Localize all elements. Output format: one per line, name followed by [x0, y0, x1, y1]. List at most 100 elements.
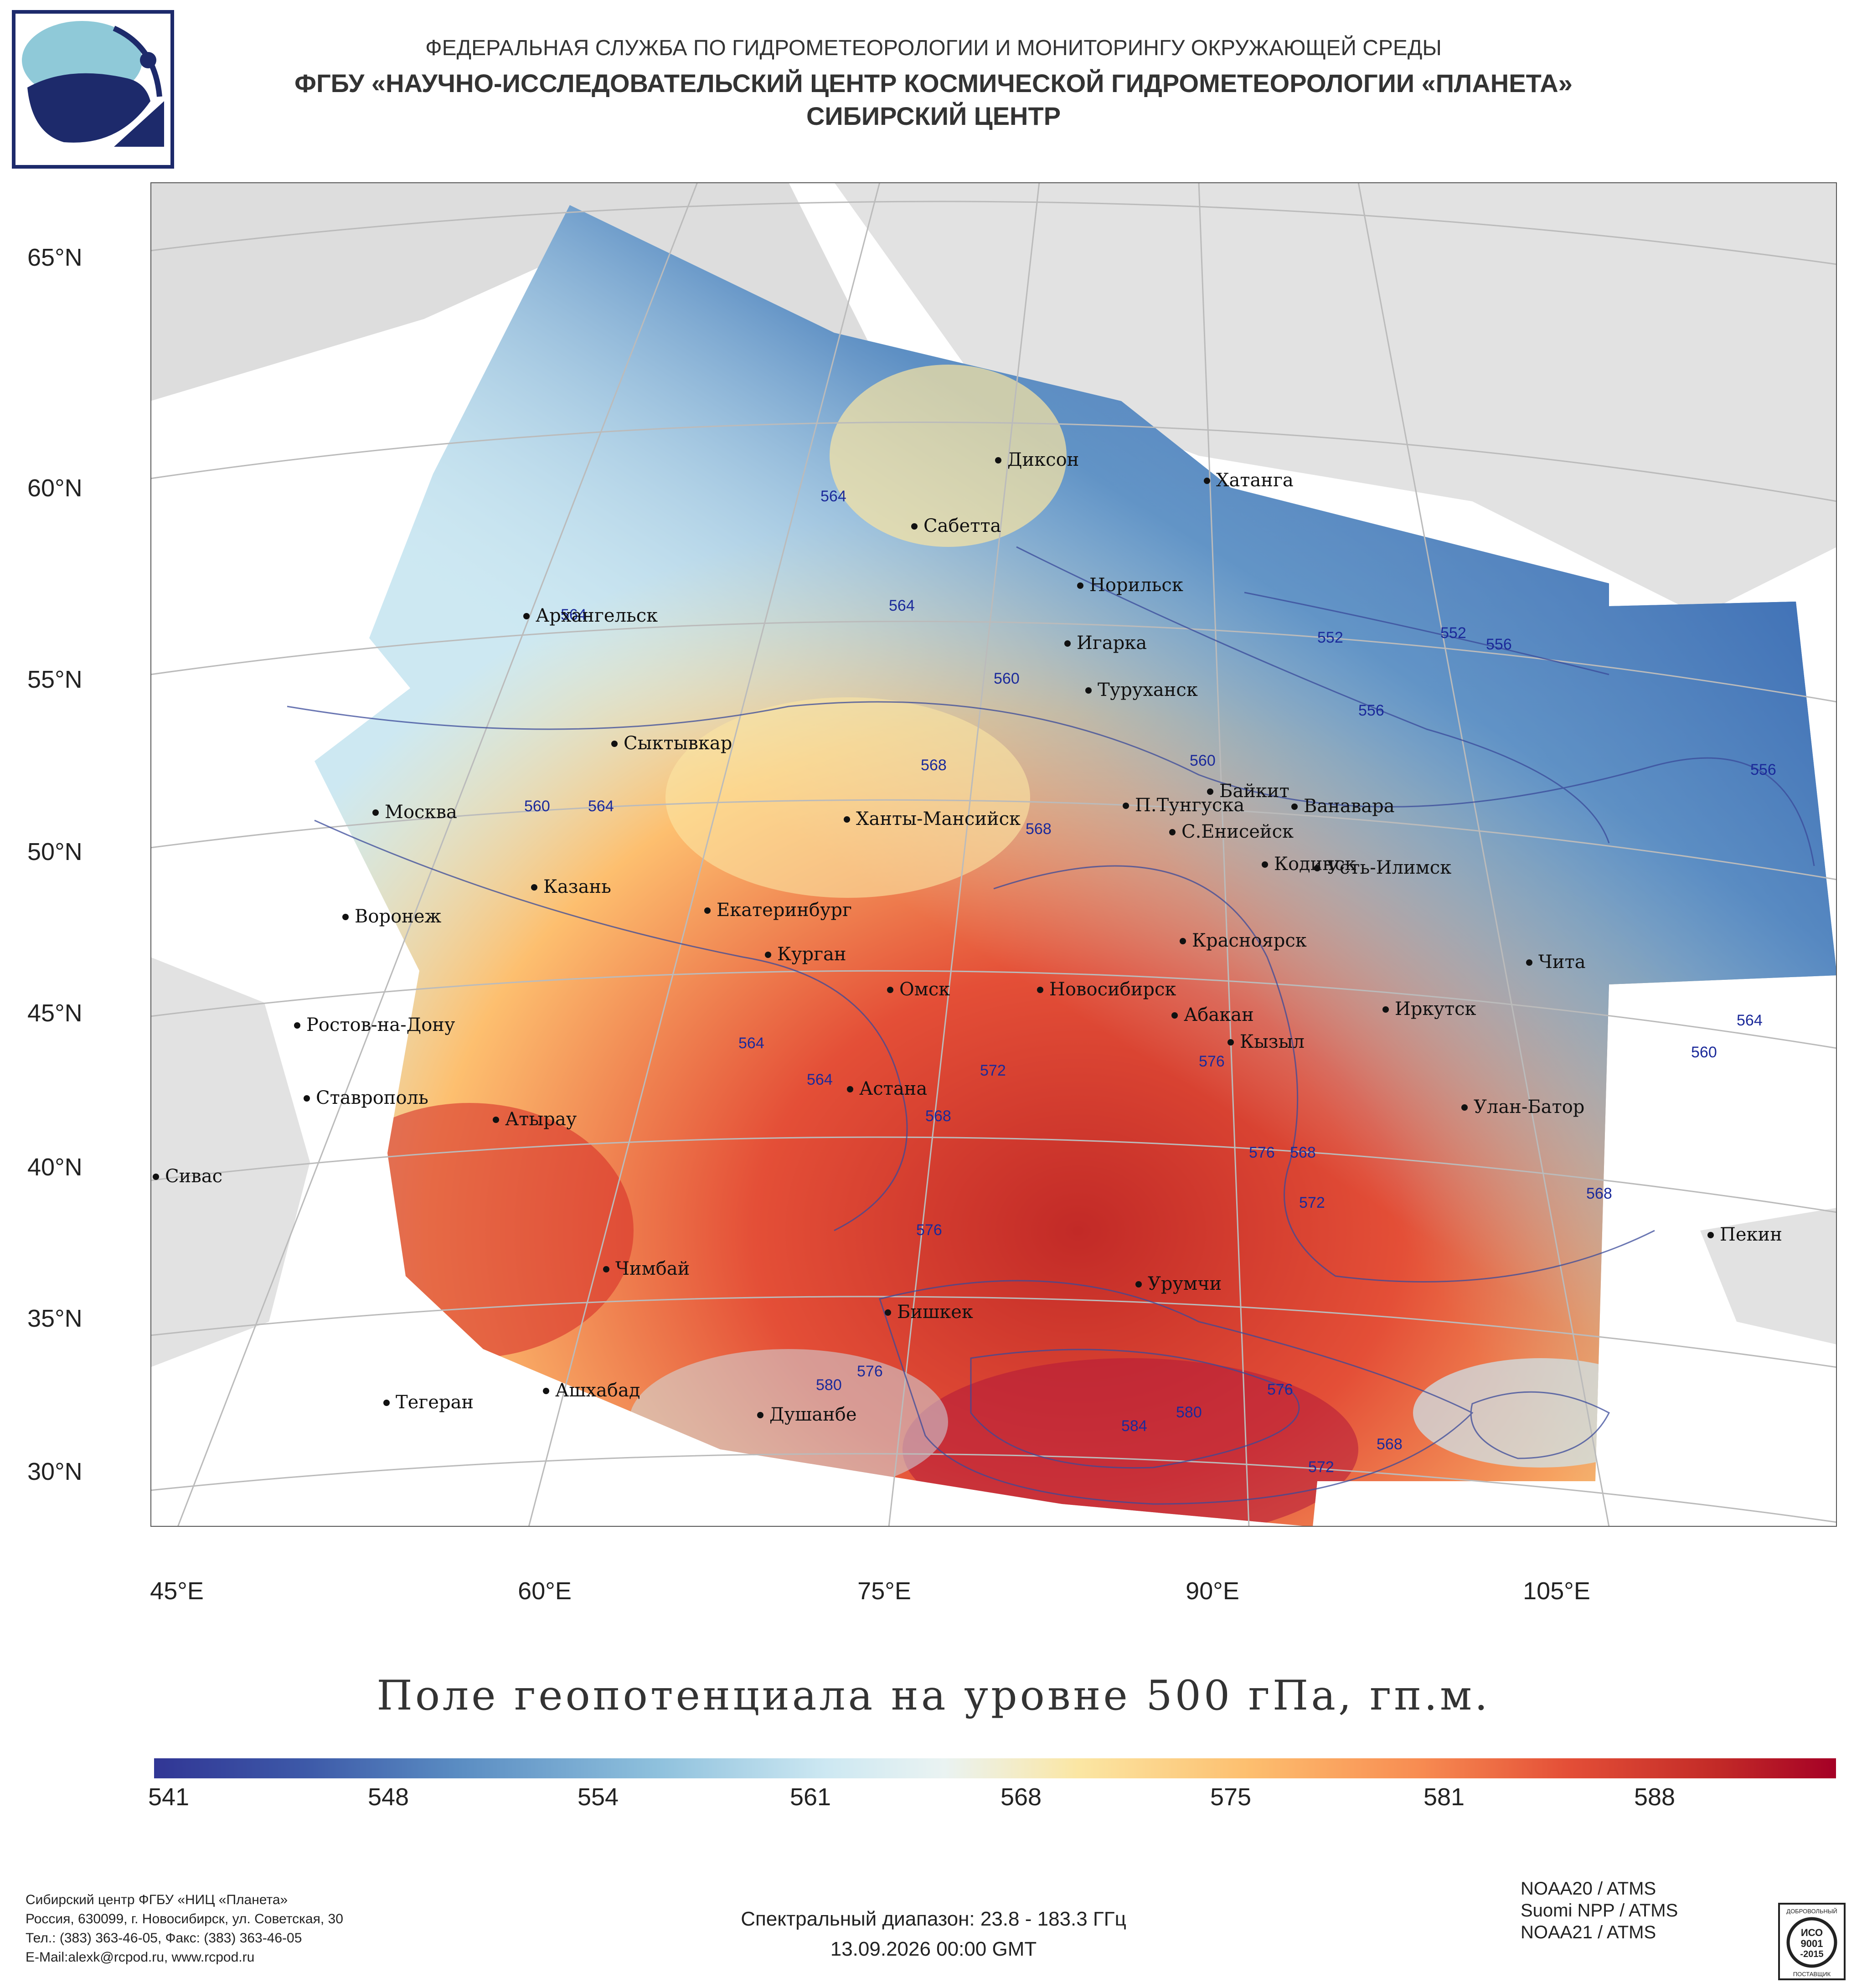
- city-khatanga: Хатанга: [1204, 470, 1294, 491]
- svg-text:Новосибирск: Новосибирск: [1049, 979, 1176, 1000]
- city-omsk: Омск: [887, 979, 950, 1000]
- city-atyrau: Атырау: [493, 1109, 577, 1130]
- graticule: [150, 182, 1837, 1527]
- svg-text:Пекин: Пекин: [1720, 1224, 1782, 1245]
- geopotential-contours: [287, 546, 1815, 1505]
- svg-text:Тегеран: Тегеран: [396, 1392, 474, 1413]
- city-ust-ilimsk: Усть-Илимск: [1314, 857, 1451, 878]
- contour-label: 560: [994, 670, 1020, 687]
- lat-label: 65°N: [27, 244, 83, 271]
- svg-text:Ванавара: Ванавара: [1304, 796, 1395, 817]
- lat-label: 40°N: [27, 1154, 83, 1181]
- lat-label: 30°N: [27, 1458, 83, 1485]
- city-moscow: Москва: [372, 802, 457, 823]
- svg-text:Омск: Омск: [899, 979, 950, 1000]
- contour-label: 564: [1737, 1012, 1763, 1029]
- contour-label: 564: [820, 488, 846, 505]
- city-sabetta: Сабетта: [911, 515, 1001, 536]
- contour-label: 572: [1299, 1194, 1325, 1211]
- city-novosibirsk: Новосибирск: [1037, 979, 1176, 1000]
- city-ulaanbaatar: Улан-Батор: [1461, 1097, 1584, 1118]
- footer-meta: Спектральный диапазон: 23.8 - 183.3 ГГц …: [0, 1904, 1867, 1964]
- contour-labels: 552 552 556 556 556 560 560 560 560 564 …: [524, 488, 1776, 1476]
- north-land-area: [834, 182, 1837, 615]
- svg-text:Диксон: Диксон: [1007, 449, 1079, 470]
- contour-label: 560: [1190, 752, 1216, 769]
- city-norilsk: Норильск: [1077, 575, 1183, 596]
- city-chimbay: Чимбай: [603, 1258, 690, 1279]
- svg-text:-2015: -2015: [1800, 1949, 1823, 1959]
- svg-text:Ашхабад: Ашхабад: [555, 1380, 640, 1401]
- city-dushanbe: Душанбе: [757, 1404, 857, 1425]
- contour-label: 568: [921, 757, 947, 774]
- svg-text:Улан-Батор: Улан-Батор: [1474, 1097, 1584, 1118]
- svg-text:Иркутск: Иркутск: [1395, 999, 1476, 1020]
- spectral-range: Спектральный диапазон: 23.8 - 183.3 ГГц: [741, 1908, 1126, 1930]
- svg-text:Атырау: Атырау: [505, 1109, 577, 1130]
- city-irkutsk: Иркутск: [1382, 999, 1476, 1020]
- svg-text:Сабетта: Сабетта: [923, 515, 1001, 536]
- contour-label: 568: [1026, 820, 1052, 838]
- city-beijing: Пекин: [1707, 1224, 1782, 1245]
- contour-label: 564: [738, 1035, 764, 1052]
- svg-text:9001: 9001: [1801, 1938, 1823, 1949]
- city-khanty-mansiysk: Ханты-Мансийск: [844, 809, 1021, 829]
- city-turukhansk: Туруханск: [1085, 680, 1198, 700]
- svg-text:Бишкек: Бишкек: [897, 1302, 973, 1323]
- lon-label: 105°E: [1523, 1577, 1590, 1605]
- svg-text:Казань: Казань: [543, 876, 611, 897]
- header-organization: ФГБУ «НАУЧНО-ИССЛЕДОВАТЕЛЬСКИЙ ЦЕНТР КОС…: [294, 69, 1573, 98]
- colorbar-tick: 554: [577, 1783, 619, 1811]
- lat-label: 35°N: [27, 1305, 83, 1332]
- svg-text:ПОСТАВЩИК: ПОСТАВЩИК: [1793, 1971, 1831, 1978]
- svg-text:Воронеж: Воронеж: [355, 906, 441, 927]
- city-kurgan: Курган: [765, 944, 846, 965]
- instrument-item: NOAA20 / ATMS: [1521, 1879, 1656, 1899]
- city-igarka: Игарка: [1064, 633, 1147, 654]
- svg-text:Ханты-Мансийск: Ханты-Мансийск: [856, 809, 1021, 829]
- svg-text:Душанбе: Душанбе: [769, 1404, 857, 1425]
- svg-text:Сивас: Сивас: [165, 1166, 222, 1187]
- svg-text:Игарка: Игарка: [1077, 633, 1147, 654]
- colorbar-tick: 588: [1634, 1783, 1676, 1811]
- svg-text:Курган: Курган: [777, 944, 846, 965]
- svg-text:Хатанга: Хатанга: [1216, 470, 1294, 491]
- contour-label: 556: [1358, 702, 1384, 719]
- header-center: СИБИРСКИЙ ЦЕНТР: [806, 102, 1061, 130]
- city-krasnoyarsk: Красноярск: [1180, 930, 1307, 951]
- city-syktyvkar: Сыктывкар: [611, 733, 732, 754]
- colorbar: [154, 1758, 1836, 1778]
- city-vanavara: Ванавара: [1291, 796, 1395, 817]
- lat-label: 55°N: [27, 666, 83, 693]
- contour-label: 564: [561, 606, 587, 623]
- svg-text:Сыктывкар: Сыктывкар: [624, 733, 732, 754]
- colorbar-tick: 575: [1210, 1783, 1252, 1811]
- city-baykit: Байкит: [1207, 781, 1289, 802]
- svg-text:Чита: Чита: [1538, 952, 1586, 973]
- city-abakan: Абакан: [1171, 1004, 1254, 1025]
- city-arkhangelsk: Архангельск: [523, 605, 658, 626]
- svg-text:Екатеринбург: Екатеринбург: [717, 900, 852, 921]
- svg-text:П.Тунгуска: П.Тунгуска: [1135, 795, 1244, 816]
- contour-label: 564: [588, 798, 614, 815]
- contour-label: 576: [916, 1221, 942, 1239]
- city-voronezh: Воронеж: [342, 906, 441, 927]
- contour-label: 564: [807, 1071, 833, 1088]
- geopotential-map: 552 552 556 556 556 560 560 560 560 564 …: [150, 182, 1837, 1527]
- svg-text:Усть-Илимск: Усть-Илимск: [1326, 857, 1451, 878]
- city-labels: Диксон Хатанга Сабетта Норильск Архангел…: [153, 449, 1782, 1425]
- colorbar-tick: 568: [1000, 1783, 1042, 1811]
- contour-label: 572: [1308, 1458, 1334, 1476]
- city-p-tunguska: П.Тунгуска: [1123, 795, 1244, 816]
- colorbar-tick: 548: [367, 1783, 409, 1811]
- contour-label: 560: [524, 798, 550, 815]
- org-email: E-Mail:alexk@rcpod.ru, www.rcpod.ru: [26, 1950, 255, 1965]
- contour-label: 568: [1290, 1144, 1316, 1161]
- org-phone: Тел.: (383) 363-46-05, Факс: (383) 363-4…: [26, 1931, 302, 1946]
- contour-label: 576: [1249, 1144, 1275, 1161]
- city-ashgabat: Ашхабад: [543, 1380, 640, 1401]
- lon-label: 60°E: [518, 1577, 572, 1605]
- contour-label: 552: [1440, 624, 1466, 642]
- planeta-logo-icon: [12, 10, 174, 169]
- svg-text:Ростов-на-Дону: Ростов-на-Дону: [306, 1015, 455, 1035]
